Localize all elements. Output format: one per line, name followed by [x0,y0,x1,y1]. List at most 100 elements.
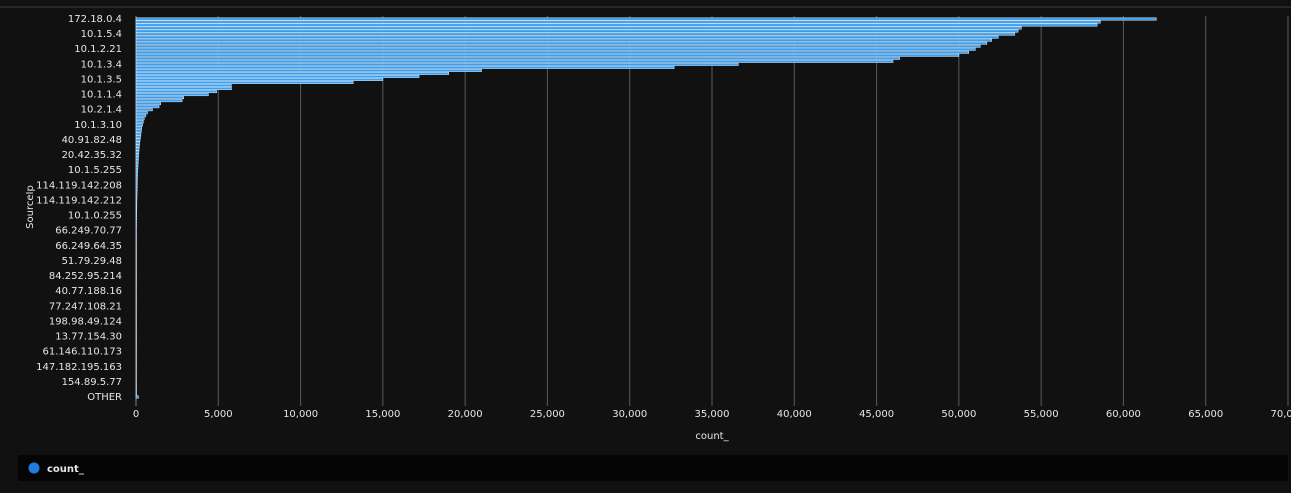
bar [135,329,137,332]
bar [135,177,138,181]
bar [135,289,137,293]
bar [135,325,137,329]
bar [135,50,969,54]
bar [135,165,139,169]
bar [135,274,137,278]
bar [135,262,137,266]
y-tick-label: 172.18.0.4 [68,14,122,25]
bar [135,353,137,357]
bar [135,183,138,187]
bar [135,78,384,81]
bar [135,81,354,84]
bar [135,214,137,218]
bar [135,316,137,320]
x-tick-label: 20,000 [448,409,483,420]
x-tick-label: 50,000 [941,409,976,420]
bar [135,93,209,97]
bar [135,292,137,296]
y-tick-label: 147.182.195.163 [36,362,122,373]
y-tick-label: 10.1.2.21 [74,44,122,55]
legend-marker [28,462,40,474]
bar [135,235,137,239]
bar [135,223,137,227]
bar [135,62,739,66]
bar [135,238,137,242]
bar [135,117,145,121]
y-tick-label: 10.1.3.4 [81,59,122,70]
bar [135,162,139,166]
legend-label: count_ [47,464,84,475]
x-tick-label: 10,000 [283,409,318,420]
bar [135,301,137,305]
bar [135,395,139,399]
bar [135,244,137,248]
x-tick-label: 40,000 [777,409,812,420]
bar [135,35,999,39]
bar [135,283,137,287]
x-tick-label: 5,000 [204,409,233,420]
bar [135,87,232,91]
bar [135,108,153,112]
y-tick-label: 114.119.142.212 [36,195,122,206]
bar [135,277,137,281]
y-axis-label: SourceIp [25,185,36,229]
x-axis-label: count_ [695,431,729,442]
bar [135,32,1016,36]
x-tick-label: 30,000 [612,409,647,420]
bar [135,202,138,205]
x-tick-label: 45,000 [859,409,894,420]
bar [135,65,675,69]
bar [135,180,138,184]
bar [135,253,137,257]
bar [135,256,137,260]
bar [135,347,137,351]
bar [135,250,137,254]
y-tick-label: 10.2.1.4 [81,105,122,116]
bar [135,386,137,390]
x-tick-label: 15,000 [365,409,400,420]
bar [135,56,900,60]
y-tick-label: 198.98.49.124 [49,316,122,327]
x-tick-label: 35,000 [695,409,730,420]
bar [135,198,138,202]
bar [135,226,137,230]
bar [135,84,232,87]
bar [135,47,976,51]
y-tick-label: 20.42.35.32 [62,150,122,161]
bar [135,171,138,175]
bar [135,208,138,211]
bar [135,332,137,335]
bar [135,365,137,369]
bar [135,350,137,354]
bar [135,265,137,269]
x-tick-label: 60,000 [1106,409,1141,420]
bar [135,135,141,139]
bar [135,153,139,157]
bar [135,102,161,106]
y-tick-label: 114.119.142.208 [36,180,122,191]
bar [135,111,148,115]
x-tick-label: 55,000 [1024,409,1059,420]
bar [135,99,183,103]
bar [135,380,137,384]
y-tick-label: 77.247.108.21 [49,301,122,312]
bar [135,120,144,124]
bar [135,159,139,163]
bar [135,17,1157,21]
bar [135,232,137,236]
y-tick-label: 154.89.5.77 [62,377,122,388]
bar [135,247,137,251]
bar [135,389,137,393]
bar [135,186,138,190]
bar [135,132,142,136]
bar [135,335,137,338]
bar [135,189,138,193]
y-tick-label: 66.249.70.77 [55,226,122,237]
bar [135,322,137,326]
bar [135,41,988,45]
bar [135,310,137,314]
bar [135,271,137,275]
bar [135,338,137,341]
bar [135,229,137,233]
bar [135,259,137,263]
